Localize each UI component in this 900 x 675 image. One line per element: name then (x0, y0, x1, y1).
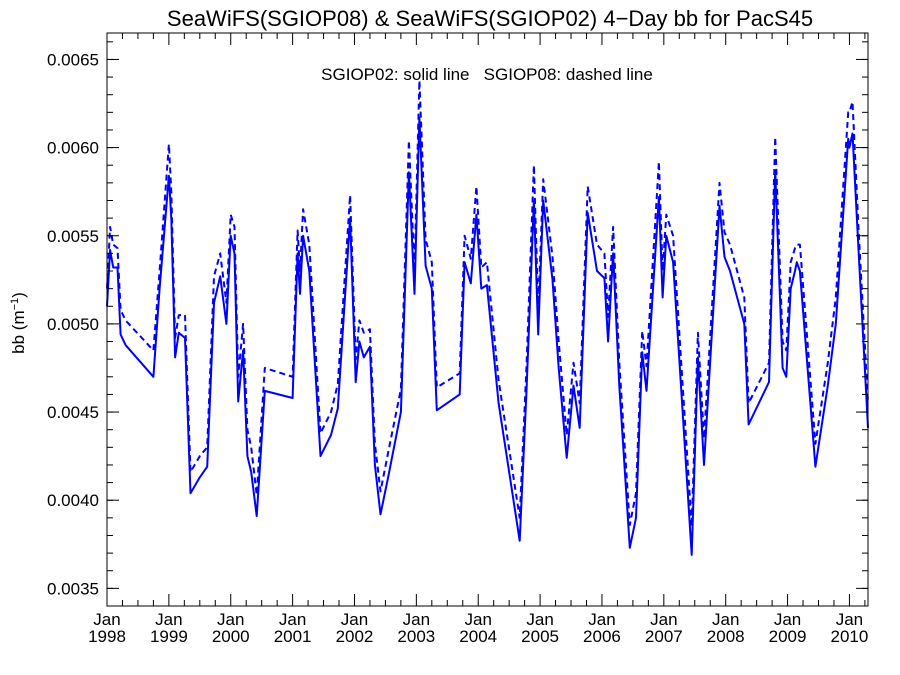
x-tick-label-month: Jan (650, 610, 677, 629)
y-tick-label: 0.0050 (47, 315, 99, 334)
x-tick-label-month: Jan (93, 610, 120, 629)
y-axis-label-exponent: −1 (9, 298, 21, 311)
plot-frame (106, 32, 869, 607)
x-tick-label-year: 2002 (336, 627, 374, 646)
x-tick-label-year: 2003 (397, 627, 435, 646)
x-tick-label-month: Jan (217, 610, 244, 629)
chart-title: SeaWiFS(SGIOP08) & SeaWiFS(SGIOP02) 4−Da… (167, 6, 813, 31)
y-tick-label: 0.0040 (47, 491, 99, 510)
x-tick-label-month: Jan (774, 610, 801, 629)
y-axis-label: bb (m−1) (9, 292, 28, 354)
series-layer (106, 79, 869, 556)
y-tick-label: 0.0065 (47, 50, 99, 69)
x-tick-label-year: 2009 (769, 627, 807, 646)
x-tick-label-year: 2000 (212, 627, 250, 646)
x-tick-label-year: 2007 (645, 627, 683, 646)
x-tick-label-month: Jan (279, 610, 306, 629)
series-line-sgiop02 (106, 116, 869, 556)
x-tick-label-month: Jan (155, 610, 182, 629)
y-tick-label: 0.0060 (47, 139, 99, 158)
y-axis-label-main: bb (m (9, 310, 28, 353)
x-tick-label-year: 2001 (274, 627, 312, 646)
y-axis-label-close: ) (9, 292, 28, 298)
x-tick-label-month: Jan (341, 610, 368, 629)
x-tick-label-month: Jan (712, 610, 739, 629)
x-tick-label-month: Jan (588, 610, 615, 629)
y-tick-label: 0.0035 (47, 579, 99, 598)
x-tick-label-month: Jan (403, 610, 430, 629)
x-tick-label-year: 2005 (521, 627, 559, 646)
x-tick-label-month: Jan (526, 610, 553, 629)
y-tick-label: 0.0045 (47, 403, 99, 422)
x-tick-label-year: 2004 (459, 627, 497, 646)
x-tick-label-year: 2008 (707, 627, 745, 646)
x-tick-label-month: Jan (836, 610, 863, 629)
axis-layer: Jan1998Jan1999Jan2000Jan2001Jan2002Jan20… (47, 33, 868, 646)
series-line-sgiop08 (106, 79, 869, 528)
x-tick-label-month: Jan (465, 610, 492, 629)
x-tick-label-year: 1999 (150, 627, 188, 646)
x-tick-label-year: 1998 (88, 627, 126, 646)
x-tick-label-year: 2010 (831, 627, 869, 646)
legend-annotation: SGIOP02: solid line SGIOP08: dashed line (321, 65, 653, 84)
x-tick-label-year: 2006 (583, 627, 621, 646)
y-tick-label: 0.0055 (47, 227, 99, 246)
